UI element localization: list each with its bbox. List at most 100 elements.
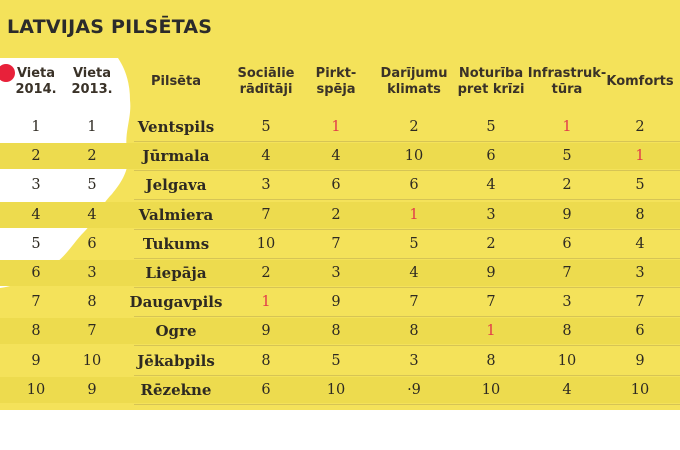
social-score: 7 bbox=[261, 206, 271, 223]
business-score: 6 bbox=[409, 177, 419, 194]
row-divider bbox=[134, 141, 680, 142]
rank-2014: 4 bbox=[31, 206, 41, 223]
header-line: Vieta bbox=[72, 66, 112, 81]
business-score: 4 bbox=[409, 265, 419, 281]
header-infrastructure: Infrastruk-tūra bbox=[528, 66, 607, 98]
comfort-score: 5 bbox=[635, 177, 645, 194]
header-line: Noturība bbox=[458, 66, 524, 81]
city-name: Liepāja bbox=[145, 264, 207, 282]
comfort-score: 10 bbox=[630, 381, 650, 398]
header-comfort: Komforts bbox=[606, 74, 673, 90]
row-divider bbox=[134, 403, 680, 405]
rank-2014: 8 bbox=[31, 323, 41, 340]
purchasing-score: 4 bbox=[331, 148, 341, 165]
header-city: Pilsēta bbox=[151, 74, 201, 90]
purchasing-score: 5 bbox=[331, 352, 341, 369]
comfort-score: 3 bbox=[635, 265, 645, 281]
comfort-score: 2 bbox=[635, 119, 645, 135]
crisis-score: 10 bbox=[481, 381, 501, 398]
header-business: Darījumu klimats bbox=[381, 66, 448, 98]
crisis-score: 3 bbox=[486, 206, 496, 223]
row-band bbox=[0, 260, 680, 286]
purchasing-score: 6 bbox=[331, 177, 341, 194]
city-name: Jelgava bbox=[145, 176, 207, 195]
white-paint-blob bbox=[0, 58, 131, 288]
social-score: 10 bbox=[256, 235, 276, 252]
crisis-score: 6 bbox=[486, 148, 496, 165]
purchasing-score: 3 bbox=[331, 265, 341, 281]
row-band bbox=[0, 143, 680, 170]
header-line: Komforts bbox=[606, 74, 674, 89]
business-score: 2 bbox=[409, 119, 419, 135]
business-score: 8 bbox=[409, 323, 419, 340]
business-score: ·9 bbox=[407, 381, 421, 398]
rank-2013: 4 bbox=[87, 206, 97, 223]
city-name: Daugavpils bbox=[129, 293, 223, 312]
header-line: klimats bbox=[387, 82, 441, 97]
comfort-score: 8 bbox=[635, 206, 645, 223]
social-score: 5 bbox=[261, 119, 271, 135]
rank-2014: 5 bbox=[31, 235, 41, 252]
social-score: 3 bbox=[261, 177, 271, 194]
infrastructure-score: 10 bbox=[557, 352, 577, 369]
city-name: Rēzekne bbox=[140, 380, 212, 399]
business-score: 5 bbox=[409, 235, 419, 252]
crisis-score: 5 bbox=[486, 119, 496, 135]
infrastructure-score: 2 bbox=[562, 177, 572, 194]
page-title: LATVIJAS PILSĒTAS bbox=[7, 16, 213, 38]
header-line: tūra bbox=[551, 82, 583, 97]
infrastructure-score: 9 bbox=[562, 206, 572, 223]
city-name: Valmiera bbox=[138, 205, 214, 224]
infrastructure-score: 4 bbox=[562, 381, 572, 398]
city-name: Ogre bbox=[155, 322, 197, 341]
crisis-score: 2 bbox=[486, 235, 496, 252]
crisis-score: 1 bbox=[486, 323, 496, 340]
crisis-score: 4 bbox=[486, 177, 496, 194]
comfort-score: 6 bbox=[635, 323, 645, 340]
infrastructure-score: 1 bbox=[562, 119, 572, 135]
social-score: 8 bbox=[261, 352, 271, 369]
rank-2014: 1 bbox=[31, 119, 41, 135]
rank-2013: 8 bbox=[87, 294, 97, 311]
rank-2013: 10 bbox=[82, 352, 102, 369]
infrastructure-score: 3 bbox=[562, 294, 572, 311]
rank-2014: 7 bbox=[31, 294, 41, 311]
header-crisis: Noturība pret krīzi bbox=[458, 66, 525, 98]
row-divider bbox=[134, 374, 680, 376]
header-line: Infrastruk- bbox=[527, 66, 607, 81]
business-score: 10 bbox=[404, 148, 424, 165]
rank-2014: 6 bbox=[31, 265, 41, 281]
purchasing-score: 1 bbox=[331, 119, 341, 135]
row-band bbox=[0, 376, 680, 403]
rank-2013: 3 bbox=[87, 265, 97, 281]
social-score: 4 bbox=[261, 148, 271, 165]
row-divider bbox=[134, 345, 680, 347]
business-score: 7 bbox=[409, 294, 419, 311]
social-score: 6 bbox=[261, 381, 271, 398]
row-divider bbox=[134, 257, 680, 259]
infrastructure-score: 6 bbox=[562, 235, 572, 252]
row-band bbox=[0, 318, 680, 345]
header-line: Pirkt- bbox=[315, 66, 357, 81]
rank-2014: 3 bbox=[31, 177, 41, 194]
header-line: spēja bbox=[316, 82, 356, 97]
rank-2014: 2 bbox=[31, 148, 41, 165]
header-line: pret krīzi bbox=[457, 82, 525, 97]
city-name: Ventspils bbox=[137, 118, 215, 136]
purchasing-score: 9 bbox=[331, 294, 341, 311]
row-divider bbox=[134, 228, 680, 230]
red-dot-marker bbox=[0, 64, 15, 82]
purchasing-score: 10 bbox=[326, 381, 346, 398]
social-score: 1 bbox=[261, 294, 271, 311]
comfort-score: 1 bbox=[635, 148, 645, 165]
rank-2013: 7 bbox=[87, 323, 97, 340]
row-divider bbox=[134, 316, 680, 318]
header-line: 2013. bbox=[71, 82, 113, 97]
rank-2014: 10 bbox=[26, 381, 46, 398]
header-rank-2013: Vieta 2013. bbox=[71, 66, 112, 98]
rank-2014: 9 bbox=[31, 352, 41, 369]
header-line: 2014. bbox=[15, 82, 57, 97]
purchasing-score: 7 bbox=[331, 235, 341, 252]
header-purchasing: Pirkt-spēja bbox=[316, 66, 357, 98]
comfort-score: 7 bbox=[635, 294, 645, 311]
